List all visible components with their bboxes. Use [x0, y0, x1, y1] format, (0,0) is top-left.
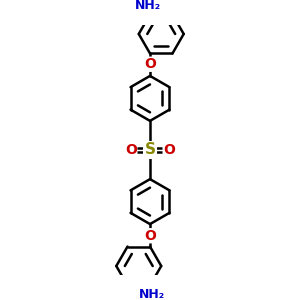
Text: O: O	[125, 143, 137, 157]
Text: NH₂: NH₂	[135, 0, 161, 12]
Text: O: O	[144, 229, 156, 243]
Text: O: O	[163, 143, 175, 157]
Text: S: S	[145, 142, 155, 158]
Text: NH₂: NH₂	[139, 288, 165, 300]
Text: O: O	[144, 57, 156, 71]
